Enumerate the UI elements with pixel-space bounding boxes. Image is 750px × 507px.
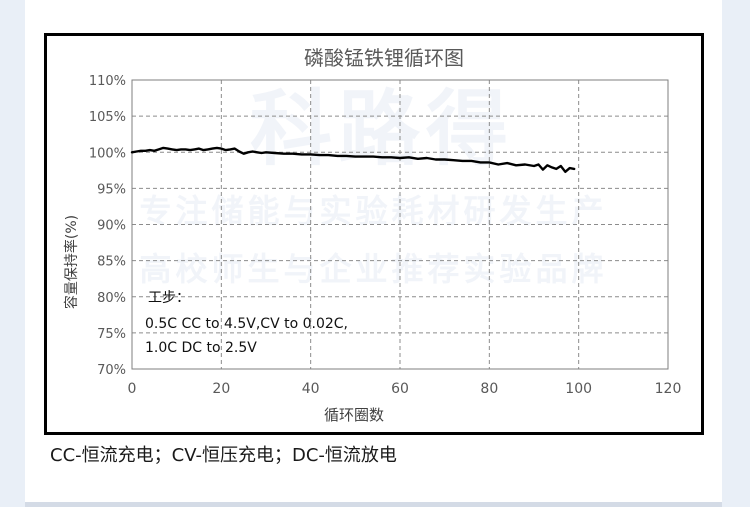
x-tick-label: 120 (655, 381, 682, 397)
x-tick-label: 40 (302, 381, 320, 397)
annotation-line-2: 1.0C DC to 2.5V (145, 340, 257, 356)
bottom-divider-band (25, 502, 722, 507)
chart-title: 磷酸锰铁锂循环图 (304, 46, 464, 70)
x-tick-label: 0 (128, 381, 137, 397)
annotation-line-1: 0.5C CC to 4.5V,CV to 0.02C, (145, 316, 348, 332)
y-tick-label: 75% (97, 327, 126, 342)
x-tick-label: 20 (212, 381, 230, 397)
x-tick-label: 80 (480, 381, 498, 397)
y-tick-label: 110% (89, 74, 126, 89)
y-tick-labels: 70% 75% 80% 85% 90% 95% 100% 105% 110% (89, 74, 126, 378)
annotation-title: 工步： (148, 290, 190, 306)
chart-frame (44, 33, 704, 435)
abbreviation-footnote: CC-恒流充电；CV-恒压充电；DC-恒流放电 (50, 445, 397, 466)
x-axis-label: 循环圈数 (324, 406, 384, 424)
x-tick-label: 60 (391, 381, 409, 397)
page-background (25, 0, 722, 507)
y-tick-label: 105% (89, 110, 126, 125)
y-tick-label: 85% (97, 255, 126, 270)
y-tick-label: 90% (97, 219, 126, 234)
plot-area (131, 79, 669, 370)
x-tick-label: 100 (565, 381, 592, 397)
y-tick-label: 80% (97, 291, 126, 306)
plot-border (131, 79, 669, 370)
y-tick-label: 70% (97, 363, 126, 378)
data-series (130, 146, 576, 174)
x-tick-labels: 0 20 40 60 80 100 120 (128, 381, 682, 397)
y-tick-label: 100% (89, 146, 126, 161)
grid-lines (132, 80, 668, 369)
process-annotation: 工步： 0.5C CC to 4.5V,CV to 0.02C, 1.0C DC… (145, 290, 348, 356)
y-axis-label: 容量保持率(%) (63, 215, 80, 309)
series-line-0 (130, 146, 576, 174)
y-tick-label: 95% (97, 182, 126, 197)
